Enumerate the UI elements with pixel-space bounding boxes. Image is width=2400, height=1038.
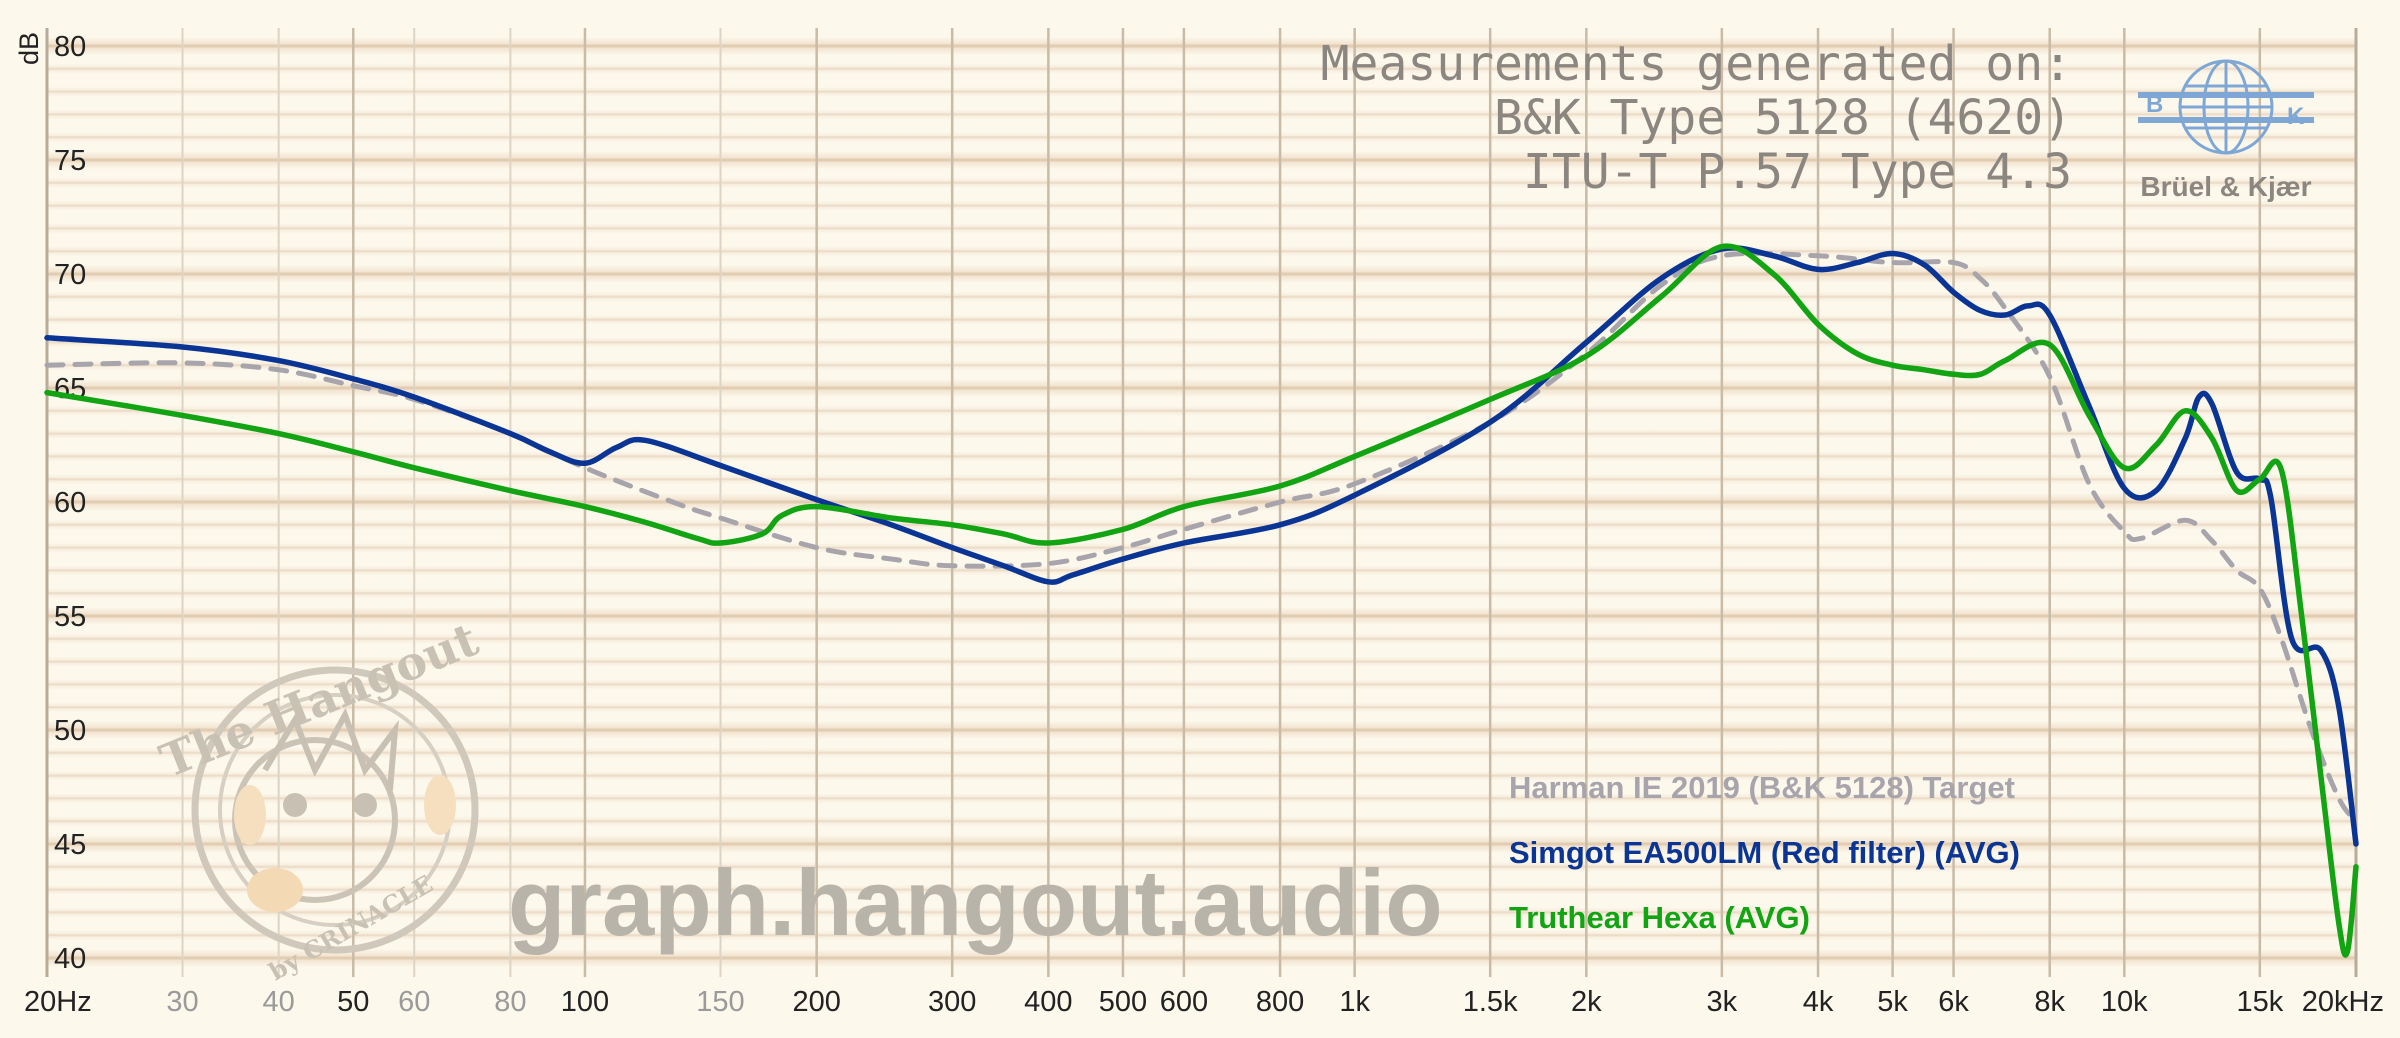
x-tick-label: 200 bbox=[792, 986, 840, 1018]
x-tick-label: 10k bbox=[2101, 986, 2148, 1018]
x-tick-label: 20Hz bbox=[24, 986, 92, 1018]
x-tick-label: 1k bbox=[1339, 986, 1370, 1018]
x-tick-label: 60 bbox=[398, 986, 430, 1018]
x-tick-label: 100 bbox=[561, 986, 609, 1018]
measurement-line-3: ITU-T P.57 Type 4.3 bbox=[1523, 144, 2072, 200]
horizontal-grid bbox=[47, 37, 2356, 967]
measurement-info: Measurements generated on: B&K Type 5128… bbox=[1321, 36, 2072, 200]
x-tick-label: 40 bbox=[263, 986, 295, 1018]
x-tick-label: 600 bbox=[1160, 986, 1208, 1018]
y-tick-label: 50 bbox=[54, 715, 86, 747]
x-tick-label: 2k bbox=[1571, 986, 1602, 1018]
x-tick-label: 300 bbox=[928, 986, 976, 1018]
logo-brand-text: Brüel & Kjær bbox=[2140, 171, 2311, 202]
watermark-site-text: graph.hangout.audio bbox=[508, 850, 1443, 955]
x-tick-label: 30 bbox=[166, 986, 198, 1018]
vertical-grid bbox=[181, 28, 2262, 977]
x-tick-label: 15k bbox=[2236, 986, 2283, 1018]
bruel-kjaer-logo: B K Brüel & Kjær bbox=[2138, 59, 2314, 202]
legend-item-truthear-hexa: Truthear Hexa (AVG) bbox=[1509, 900, 1810, 935]
y-tick-label: 80 bbox=[54, 31, 86, 63]
measurement-line-2: B&K Type 5128 (4620) bbox=[1494, 90, 2072, 146]
series-line-simgot-ea500lm bbox=[44, 245, 2359, 847]
x-tick-label: 20kHz bbox=[2302, 986, 2384, 1018]
measurement-line-1: Measurements generated on: bbox=[1321, 36, 2072, 92]
x-tick-label: 800 bbox=[1256, 986, 1304, 1018]
y-tick-label: 70 bbox=[54, 259, 86, 291]
x-tick-label: 6k bbox=[1938, 986, 1969, 1018]
y-tick-label: 75 bbox=[54, 145, 86, 177]
y-tick-label: 60 bbox=[54, 487, 86, 519]
y-axis-label: dB bbox=[14, 32, 44, 65]
legend-item-harman-target: Harman IE 2019 (B&K 5128) Target bbox=[1509, 770, 2015, 805]
y-tick-label: 45 bbox=[54, 829, 86, 861]
x-tick-label: 500 bbox=[1099, 986, 1147, 1018]
legend-item-simgot-ea500lm: Simgot EA500LM (Red filter) (AVG) bbox=[1509, 835, 2020, 870]
x-tick-label: 400 bbox=[1024, 986, 1072, 1018]
y-tick-label: 40 bbox=[54, 943, 86, 975]
x-tick-label: 1.5k bbox=[1463, 986, 1518, 1018]
x-tick-label: 150 bbox=[696, 986, 744, 1018]
series-lines bbox=[44, 243, 2359, 958]
x-tick-label: 5k bbox=[1877, 986, 1908, 1018]
x-tick-label: 50 bbox=[337, 986, 369, 1018]
series-line-truthear-hexa bbox=[44, 243, 2359, 958]
x-tick-label: 80 bbox=[494, 986, 526, 1018]
x-tick-label: 3k bbox=[1707, 986, 1738, 1018]
x-axis-ticks: 20Hz 30 40 50 60 80 100 150 200 300 400 500 600 800 1k… bbox=[24, 986, 2384, 1018]
x-tick-label: 4k bbox=[1803, 986, 1834, 1018]
y-tick-label: 55 bbox=[54, 601, 86, 633]
logo-letter-k: K bbox=[2287, 103, 2305, 130]
globe-icon bbox=[2138, 59, 2314, 155]
logo-letter-b: B bbox=[2146, 91, 2163, 118]
legend: Harman IE 2019 (B&K 5128) Target Simgot … bbox=[1509, 770, 2020, 935]
x-tick-label: 8k bbox=[2034, 986, 2065, 1018]
